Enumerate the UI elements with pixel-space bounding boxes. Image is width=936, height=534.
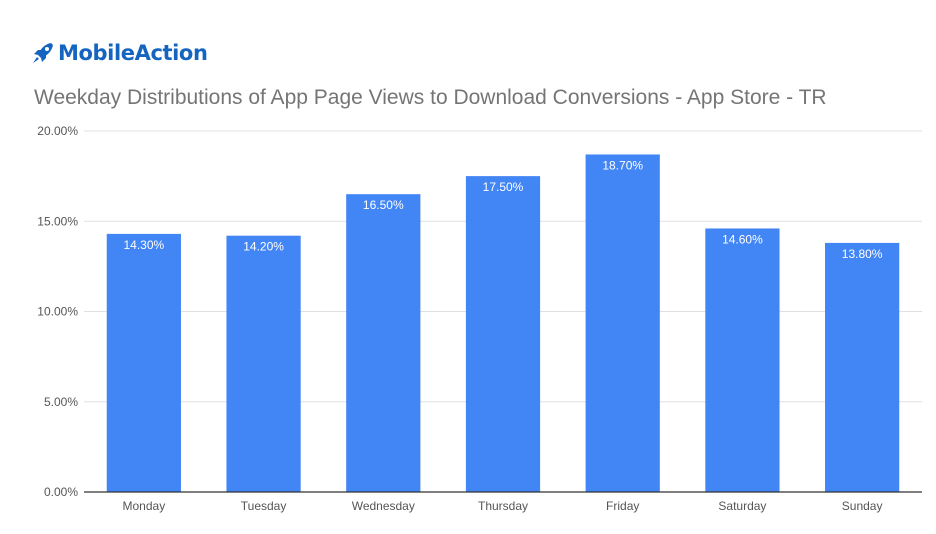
brand-name: MobileAction bbox=[58, 41, 208, 65]
x-tick-label: Saturday bbox=[718, 499, 766, 513]
data-label: 14.30% bbox=[124, 238, 165, 252]
y-tick-label: 20.00% bbox=[37, 124, 78, 138]
x-tick-label: Friday bbox=[606, 499, 639, 513]
bar bbox=[346, 194, 421, 493]
x-tick-label: Thursday bbox=[478, 499, 528, 513]
data-label: 13.80% bbox=[842, 247, 883, 261]
y-tick-label: 15.00% bbox=[37, 214, 78, 228]
data-label: 14.60% bbox=[722, 232, 763, 246]
bar bbox=[705, 228, 780, 492]
bar bbox=[465, 176, 541, 492]
x-tick-label: Tuesday bbox=[241, 499, 287, 513]
bar bbox=[106, 233, 181, 492]
y-tick-label: 10.00% bbox=[37, 305, 78, 319]
x-tick-label: Wednesday bbox=[352, 499, 415, 513]
bar bbox=[585, 154, 660, 492]
bar bbox=[825, 242, 900, 492]
data-label: 16.50% bbox=[363, 198, 404, 212]
brand-logo: MobileAction bbox=[32, 41, 208, 65]
data-label: 14.20% bbox=[243, 240, 284, 254]
rocket-icon bbox=[33, 43, 53, 63]
y-tick-label: 0.00% bbox=[44, 485, 78, 499]
y-tick-label: 5.00% bbox=[44, 395, 78, 409]
data-label: 18.70% bbox=[602, 158, 643, 172]
chart-title: Weekday Distributions of App Page Views … bbox=[34, 86, 827, 109]
x-tick-label: Monday bbox=[123, 499, 166, 513]
x-tick-label: Sunday bbox=[842, 499, 883, 513]
bar bbox=[226, 235, 301, 492]
data-label: 17.50% bbox=[483, 180, 524, 194]
